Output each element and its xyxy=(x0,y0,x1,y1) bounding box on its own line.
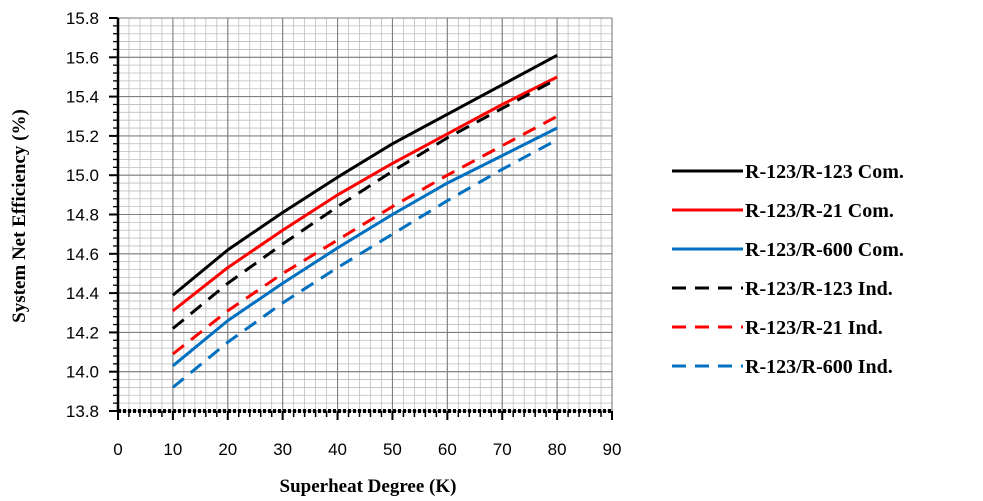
y-tick-label: 14.0 xyxy=(66,363,99,382)
x-tick-label: 20 xyxy=(218,440,237,459)
y-tick-label: 14.4 xyxy=(66,284,99,303)
tick-labels: 0 10 20 30 40 50 60 70 80 90 13.8 14.0 14.2 14.4 14.6 1… xyxy=(66,9,622,459)
series-line-2 xyxy=(171,75,558,312)
y-tick-label: 15.0 xyxy=(66,166,99,185)
x-axis-title: Superheat Degree (K) xyxy=(280,476,457,497)
legend-label-4: R-123/R-123 Ind. xyxy=(745,278,893,300)
axes xyxy=(109,17,613,420)
legend-label-5: R-123/R-21 Ind. xyxy=(745,317,883,339)
x-tick-label: 50 xyxy=(383,440,402,459)
legend-label-2: R-123/R-21 Com. xyxy=(745,200,894,222)
legend: R-123/R-123 Com. R-123/R-21 Com. R-123/R-6… xyxy=(672,161,904,378)
legend-label-1: R-123/R-123 Com. xyxy=(745,161,904,183)
series-line-4 xyxy=(171,77,558,330)
x-tick-label: 60 xyxy=(438,440,457,459)
legend-label-6: R-123/R-600 Ind. xyxy=(745,356,893,378)
x-tick-label: 90 xyxy=(603,440,622,459)
x-tick-label: 10 xyxy=(163,440,182,459)
y-tick-label: 14.8 xyxy=(66,206,99,225)
y-tick-label: 15.6 xyxy=(66,48,99,67)
series-line-1 xyxy=(171,53,558,297)
y-tick-label: 15.4 xyxy=(66,88,99,107)
series-lines xyxy=(171,53,558,389)
y-axis-title: System Net Efficiency (%) xyxy=(9,109,30,323)
y-tick-label: 14.6 xyxy=(66,245,99,264)
y-tick-label: 15.8 xyxy=(66,9,99,28)
x-tick-label: 80 xyxy=(548,440,567,459)
y-tick-label: 13.8 xyxy=(66,402,99,421)
legend-label-3: R-123/R-600 Com. xyxy=(745,239,904,261)
series-line-6 xyxy=(171,138,558,389)
x-tick-label: 40 xyxy=(328,440,347,459)
grid xyxy=(117,17,613,412)
x-tick-label: 30 xyxy=(273,440,292,459)
series-line-5 xyxy=(171,114,558,356)
series-line-3 xyxy=(171,126,558,367)
x-tick-label: 70 xyxy=(493,440,512,459)
y-tick-label: 14.2 xyxy=(66,323,99,342)
y-tick-label: 15.2 xyxy=(66,127,99,146)
x-tick-label: 0 xyxy=(113,440,122,459)
